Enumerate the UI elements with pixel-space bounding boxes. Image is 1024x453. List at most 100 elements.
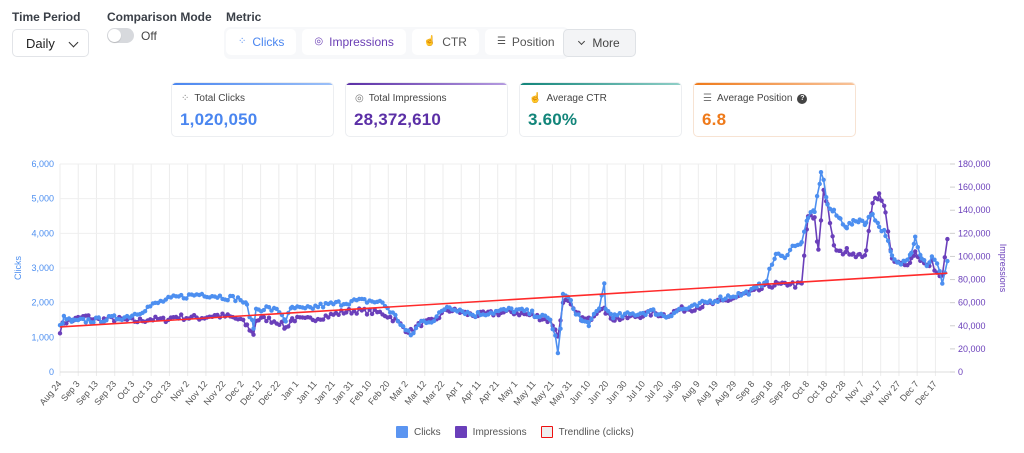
metric-button-ctr[interactable]: ☝ CTR bbox=[411, 29, 479, 55]
clicks-point bbox=[932, 257, 937, 262]
clicks-point bbox=[611, 316, 616, 321]
impressions-point bbox=[277, 322, 282, 327]
impressions-point bbox=[830, 234, 835, 239]
clicks-point bbox=[336, 299, 341, 304]
clicks-point bbox=[112, 313, 117, 318]
impressions-point bbox=[814, 239, 820, 244]
y2-tick-label: 120,000 bbox=[958, 228, 991, 238]
impressions-point bbox=[913, 249, 918, 254]
clicks-point bbox=[817, 181, 822, 187]
impressions-point bbox=[875, 197, 880, 202]
clicks-point bbox=[849, 222, 855, 227]
impressions-point bbox=[862, 253, 868, 258]
metric-button-label: Impressions bbox=[329, 35, 394, 49]
metric-button-label: Position bbox=[511, 35, 555, 49]
impressions-point bbox=[907, 260, 913, 265]
impressions-point bbox=[816, 247, 821, 252]
clicks-point bbox=[905, 257, 910, 262]
clicks-point bbox=[922, 258, 927, 263]
impressions-point bbox=[390, 319, 395, 324]
question-circle-icon[interactable]: ? bbox=[797, 93, 808, 104]
clicks-point bbox=[927, 260, 932, 265]
card-average-position: ☰ Average Position? 6.8 bbox=[693, 82, 856, 137]
impressions-point bbox=[326, 315, 331, 320]
clicks-point bbox=[509, 306, 514, 311]
clicks-point bbox=[318, 301, 323, 306]
clicks-point bbox=[733, 294, 739, 300]
impressions-point bbox=[264, 318, 269, 324]
impressions-point bbox=[244, 322, 250, 327]
clicks-point bbox=[883, 233, 888, 239]
y2-tick-label: 160,000 bbox=[958, 182, 991, 192]
legend-swatch bbox=[454, 426, 467, 438]
time-period-label: Time Period bbox=[12, 10, 81, 24]
impressions-point bbox=[864, 248, 869, 253]
metric-button-position[interactable]: ☰ Position bbox=[484, 29, 567, 55]
impressions-point bbox=[179, 312, 184, 317]
metric-button-clicks[interactable]: ⁘ Clicks bbox=[226, 29, 297, 55]
impressions-point bbox=[354, 311, 359, 316]
clicks-point bbox=[617, 311, 622, 316]
x-tick-label: Jul 30 bbox=[661, 379, 684, 404]
impressions-point bbox=[261, 314, 266, 320]
clicks-point bbox=[782, 255, 788, 261]
impressions-point bbox=[838, 248, 843, 253]
card-value: 3.60% bbox=[528, 110, 578, 129]
card-value: 1,020,050 bbox=[180, 110, 258, 129]
pointer-hand-icon: ☝ bbox=[423, 36, 437, 47]
cursor-click-icon: ⁘ bbox=[181, 92, 190, 104]
clicks-point bbox=[812, 209, 817, 215]
impressions-point bbox=[843, 250, 848, 255]
more-metrics-button[interactable]: More bbox=[563, 29, 636, 57]
clicks-point bbox=[898, 262, 904, 267]
impressions-point bbox=[369, 311, 375, 317]
impressions-point bbox=[802, 253, 807, 258]
legend-label: Clicks bbox=[414, 426, 441, 438]
clicks-point bbox=[913, 234, 918, 239]
y2-tick-label: 140,000 bbox=[958, 205, 991, 215]
legend-swatch bbox=[396, 426, 408, 438]
legend-item-trendline[interactable]: Trendline (clicks) bbox=[540, 426, 634, 438]
eye-icon: ◎ bbox=[355, 92, 364, 104]
clicks-point bbox=[233, 298, 238, 304]
clicks-point bbox=[860, 218, 865, 223]
clicks-point bbox=[83, 320, 89, 325]
toggle-knob bbox=[108, 29, 121, 42]
clicks-point bbox=[235, 295, 241, 300]
y-tick-label: 5,000 bbox=[31, 194, 54, 204]
clicks-point bbox=[91, 320, 96, 325]
card-accent-bar bbox=[346, 83, 507, 85]
clicks-point bbox=[875, 220, 880, 226]
impressions-point bbox=[851, 251, 856, 256]
clicks-point bbox=[715, 299, 720, 304]
y2-tick-label: 100,000 bbox=[958, 251, 991, 261]
clicks-point bbox=[870, 211, 875, 217]
clicks-point bbox=[266, 305, 272, 310]
y-tick-label: 3,000 bbox=[31, 263, 54, 273]
y-tick-label: 2,000 bbox=[31, 298, 54, 308]
clicks-point bbox=[393, 312, 398, 318]
cursor-click-icon: ⁘ bbox=[238, 36, 247, 47]
clicks-point bbox=[918, 252, 923, 258]
x-tick-label: Oct 28 bbox=[823, 379, 848, 406]
comparison-mode-toggle[interactable] bbox=[107, 28, 134, 43]
clicks-point bbox=[558, 326, 563, 331]
eye-icon: ◎ bbox=[314, 36, 324, 47]
y-tick-label: 0 bbox=[49, 367, 54, 377]
metric-button-impressions[interactable]: ◎ Impressions bbox=[302, 29, 406, 55]
clicks-point bbox=[937, 269, 942, 274]
time-period-select[interactable]: Daily bbox=[12, 29, 89, 57]
y2-tick-label: 20,000 bbox=[958, 344, 986, 354]
y2-tick-label: 40,000 bbox=[958, 321, 986, 331]
clicks-point bbox=[346, 302, 352, 307]
clicks-point bbox=[767, 266, 772, 271]
clicks-point bbox=[586, 323, 591, 329]
legend-label: Impressions bbox=[472, 426, 527, 438]
clicks-point bbox=[571, 306, 576, 312]
clicks-point bbox=[86, 317, 91, 322]
clicks-point bbox=[934, 261, 940, 266]
legend-item-impressions[interactable]: Impressions bbox=[454, 426, 527, 438]
clicks-point bbox=[589, 316, 594, 322]
impressions-point bbox=[251, 332, 256, 337]
legend-item-clicks[interactable]: Clicks bbox=[396, 426, 441, 438]
